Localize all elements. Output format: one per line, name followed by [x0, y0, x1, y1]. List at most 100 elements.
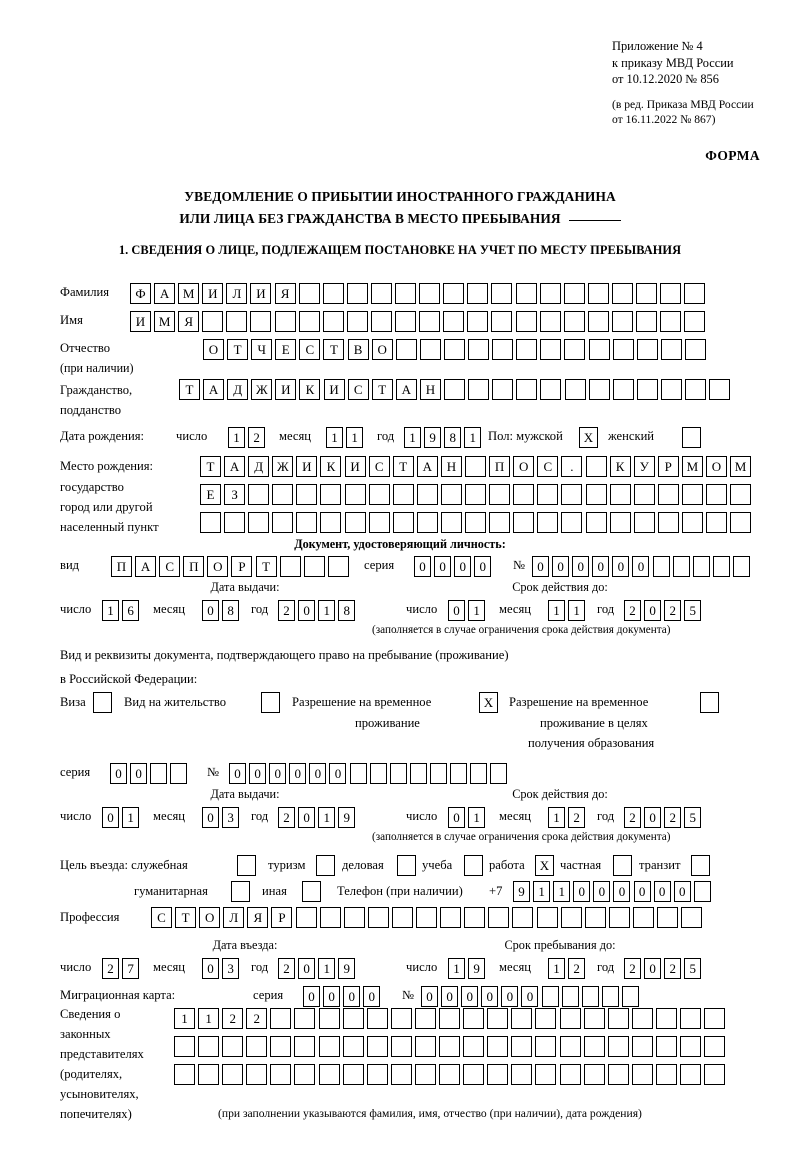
cell[interactable]: И: [250, 283, 272, 304]
cell[interactable]: 0: [298, 958, 316, 979]
cell[interactable]: [439, 1064, 461, 1085]
cell[interactable]: [511, 1008, 533, 1029]
cell[interactable]: П: [183, 556, 205, 577]
cell[interactable]: X: [479, 692, 498, 713]
cell[interactable]: Ж: [251, 379, 273, 400]
cell[interactable]: 1: [568, 600, 586, 621]
cell[interactable]: [414, 1064, 436, 1085]
cell[interactable]: [660, 379, 682, 400]
cell[interactable]: 1: [318, 958, 336, 979]
cell[interactable]: [318, 1036, 340, 1057]
cell[interactable]: 0: [474, 556, 492, 577]
cell[interactable]: [633, 484, 655, 505]
cell[interactable]: [322, 283, 344, 304]
cell[interactable]: [704, 1008, 726, 1029]
cell[interactable]: О: [371, 339, 393, 360]
cell[interactable]: [681, 484, 703, 505]
temp-edu-checkbox[interactable]: [700, 692, 719, 713]
cell[interactable]: А: [416, 456, 438, 477]
residence-permit-checkbox[interactable]: [261, 692, 280, 713]
cell[interactable]: 1: [468, 600, 486, 621]
cell[interactable]: 0: [644, 807, 662, 828]
cell[interactable]: [636, 379, 658, 400]
cell[interactable]: [581, 986, 599, 1007]
cell[interactable]: [246, 1064, 268, 1085]
cell[interactable]: 0: [289, 763, 307, 784]
cell[interactable]: [346, 311, 368, 332]
cell[interactable]: 2: [664, 600, 682, 621]
cell[interactable]: [429, 763, 447, 784]
cell[interactable]: 2: [624, 958, 641, 979]
cell[interactable]: [636, 339, 658, 360]
cell[interactable]: К: [320, 456, 342, 477]
cell[interactable]: [416, 484, 438, 505]
cell[interactable]: 1: [468, 807, 486, 828]
cell[interactable]: [392, 512, 414, 533]
cell[interactable]: [272, 512, 294, 533]
cell[interactable]: 8: [222, 600, 240, 621]
cell[interactable]: [621, 986, 639, 1007]
cell[interactable]: [392, 484, 414, 505]
cell[interactable]: 3: [222, 958, 240, 979]
legal-rep-row-2-cells[interactable]: [174, 1036, 726, 1057]
cell[interactable]: [681, 512, 703, 533]
cell[interactable]: [672, 556, 690, 577]
cell[interactable]: [611, 283, 633, 304]
cell[interactable]: [693, 881, 711, 902]
cell[interactable]: [296, 484, 318, 505]
cell[interactable]: [327, 556, 349, 577]
cell[interactable]: [198, 1036, 220, 1057]
cell[interactable]: [318, 1064, 340, 1085]
cell[interactable]: [652, 556, 670, 577]
cell[interactable]: З: [224, 484, 246, 505]
cell[interactable]: [316, 855, 335, 876]
cell[interactable]: [631, 1036, 653, 1057]
cell[interactable]: [344, 512, 366, 533]
cell[interactable]: [342, 1036, 364, 1057]
cell[interactable]: [705, 484, 727, 505]
cell[interactable]: 2: [246, 1008, 268, 1029]
cell[interactable]: [298, 311, 320, 332]
cell[interactable]: 2: [624, 807, 641, 828]
cell[interactable]: [202, 311, 224, 332]
cell[interactable]: Р: [231, 556, 253, 577]
cell[interactable]: [539, 283, 561, 304]
cell[interactable]: Т: [175, 907, 197, 928]
cell[interactable]: [419, 339, 441, 360]
cell[interactable]: [491, 283, 513, 304]
cell[interactable]: К: [299, 379, 321, 400]
cell[interactable]: [559, 1064, 581, 1085]
cell[interactable]: М: [154, 311, 176, 332]
cell[interactable]: [366, 1064, 388, 1085]
cell[interactable]: 1: [553, 881, 571, 902]
cell[interactable]: О: [705, 456, 727, 477]
cell[interactable]: 2: [664, 807, 682, 828]
cell[interactable]: [730, 512, 752, 533]
cell[interactable]: [367, 907, 389, 928]
cell[interactable]: [657, 512, 679, 533]
cell[interactable]: 0: [552, 556, 570, 577]
cell[interactable]: [635, 283, 657, 304]
purpose-private-checkbox[interactable]: [613, 855, 632, 876]
cell[interactable]: [656, 907, 678, 928]
cell[interactable]: [294, 1064, 316, 1085]
cell[interactable]: [303, 556, 325, 577]
cell[interactable]: [537, 484, 559, 505]
cell[interactable]: [535, 1064, 557, 1085]
cell[interactable]: О: [199, 907, 221, 928]
cell[interactable]: 0: [329, 763, 347, 784]
cell[interactable]: [704, 1064, 726, 1085]
cell[interactable]: [560, 907, 582, 928]
cell[interactable]: [343, 907, 365, 928]
cell[interactable]: [539, 311, 561, 332]
cell[interactable]: [419, 283, 441, 304]
cell[interactable]: [487, 1008, 509, 1029]
